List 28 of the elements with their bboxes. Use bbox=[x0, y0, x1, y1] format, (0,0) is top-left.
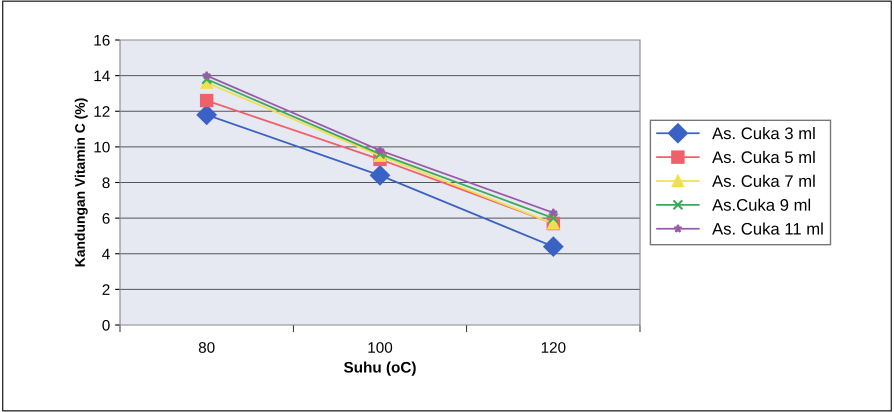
legend-label: As. Cuka 7 ml bbox=[712, 174, 815, 187]
point bbox=[201, 74, 212, 85]
point bbox=[374, 148, 386, 160]
y-tick-label: 2 bbox=[102, 284, 110, 295]
point bbox=[543, 236, 564, 257]
point bbox=[548, 212, 559, 224]
y-tick-label: 12 bbox=[94, 106, 110, 117]
point bbox=[202, 70, 212, 80]
legend-label: As. Cuka 11 ml bbox=[712, 222, 823, 235]
x-axis-title: Suhu (oC) bbox=[344, 361, 416, 376]
point bbox=[200, 94, 214, 108]
x-tick-label: 80 bbox=[198, 342, 215, 353]
y-tick-label: 16 bbox=[94, 34, 110, 46]
y-tick-label: 6 bbox=[102, 212, 110, 224]
y-tick-label: 0 bbox=[102, 320, 110, 331]
legend-label: As.Cuka 9 ml bbox=[712, 198, 810, 211]
y-tick-label: 4 bbox=[102, 248, 110, 260]
y-tick-label: 10 bbox=[94, 142, 110, 153]
point bbox=[375, 146, 385, 155]
x-tick-label: 100 bbox=[368, 342, 392, 353]
y-tick-label: 8 bbox=[102, 177, 110, 188]
point bbox=[370, 165, 390, 186]
y-axis-title: Kandungan Vitamin C (%) bbox=[74, 98, 88, 266]
x-tick-label: 120 bbox=[542, 342, 566, 353]
legend-label: As. Cuka 5 ml bbox=[712, 150, 815, 164]
y-tick-label: 14 bbox=[94, 70, 110, 82]
legend-label: As. Cuka 3 ml bbox=[712, 126, 815, 140]
point bbox=[548, 208, 558, 217]
